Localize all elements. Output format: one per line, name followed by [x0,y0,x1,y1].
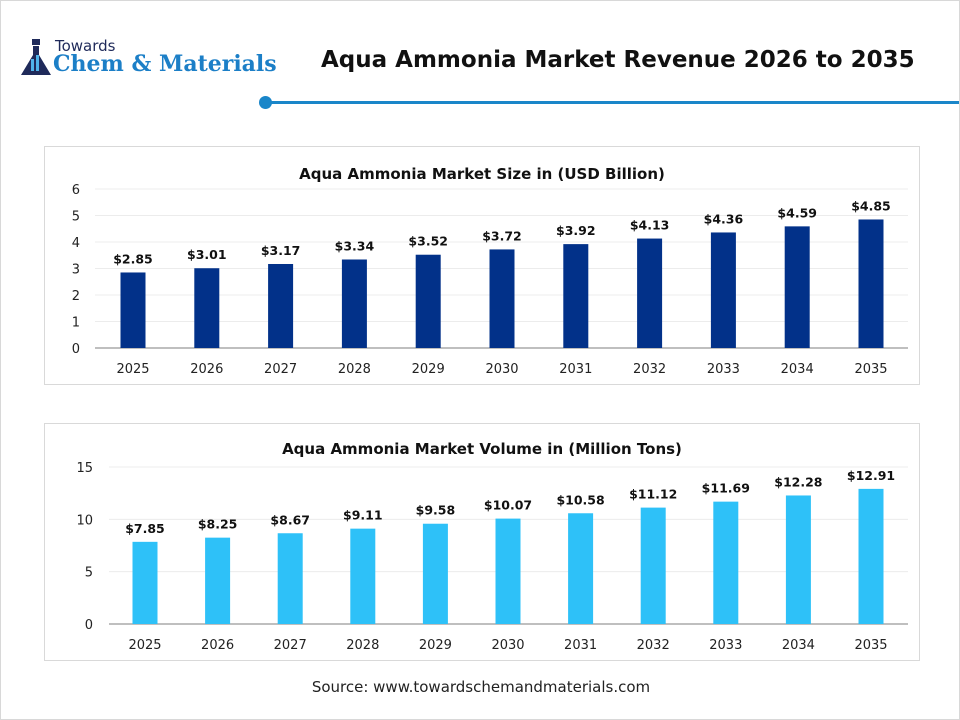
x-tick-label: 2027 [264,362,297,377]
source-text: Source: www.towardschemandmaterials.com [311,678,651,696]
y-tick-label: 3 [72,263,80,278]
data-label: $10.58 [556,492,604,507]
bar [637,238,663,348]
data-label: $4.85 [851,198,891,213]
bar [563,244,589,348]
x-tick-label: 2025 [116,362,149,377]
x-tick-label: 2026 [190,362,223,377]
y-tick-label: 5 [85,566,93,581]
bar [422,523,448,624]
bar [120,272,146,348]
data-label: $3.17 [261,243,301,258]
data-label: $11.12 [629,487,677,502]
data-label: $3.52 [408,234,448,249]
logo-text-main: Chem & Materials [53,51,277,77]
bar [341,259,367,348]
x-tick-label: 2027 [274,638,307,653]
chart-market-size: Aqua Ammonia Market Size in (USD Billion… [72,165,908,377]
chart-title: Aqua Ammonia Market Size in (USD Billion… [299,165,665,183]
data-label: $12.91 [847,468,895,483]
y-tick-label: 0 [85,618,93,633]
bar [415,254,441,348]
data-label: $2.85 [113,251,153,266]
bar [858,488,884,624]
data-label: $11.69 [702,481,750,496]
flask-icon [21,39,51,75]
x-tick-label: 2025 [128,638,161,653]
bar [858,219,884,348]
chart-panel-size: Aqua Ammonia Market Size in (USD Billion… [44,146,920,385]
data-label: $4.13 [630,218,670,233]
y-tick-label: 0 [72,342,80,357]
data-label: $9.58 [416,503,456,518]
bar [710,232,736,348]
logo-text-top: Towards [55,37,116,55]
bar [277,533,303,624]
data-label: $7.85 [125,521,165,536]
x-tick-label: 2030 [485,362,518,377]
x-tick-label: 2028 [338,362,371,377]
chart-market-volume: Aqua Ammonia Market Volume in (Million T… [76,440,908,653]
bar [640,507,666,624]
x-tick-label: 2028 [346,638,379,653]
x-tick-label: 2035 [854,638,887,653]
bar [713,501,739,624]
chart-panel-volume: Aqua Ammonia Market Volume in (Million T… [44,423,920,661]
data-label: $12.28 [774,474,822,489]
data-label: $3.34 [335,238,375,253]
bar [495,518,521,624]
bar [205,537,231,624]
x-tick-label: 2033 [707,362,740,377]
y-tick-label: 5 [72,210,80,225]
y-tick-label: 2 [72,289,80,304]
page-title: Aqua Ammonia Market Revenue 2026 to 2035 [321,47,915,73]
bar [350,528,376,624]
x-tick-label: 2029 [412,362,445,377]
x-tick-label: 2026 [201,638,234,653]
y-tick-label: 1 [72,316,80,331]
x-tick-label: 2029 [419,638,452,653]
bar [132,541,158,624]
data-label: $10.07 [484,498,532,513]
x-tick-label: 2032 [633,362,666,377]
data-label: $9.11 [343,508,383,523]
bar [785,495,811,624]
y-tick-label: 6 [72,183,80,198]
x-tick-label: 2031 [559,362,592,377]
x-tick-label: 2034 [782,638,815,653]
data-label: $8.25 [198,517,238,532]
y-tick-label: 10 [76,513,93,528]
data-label: $4.36 [704,211,744,226]
divider-line [265,101,959,104]
bar [194,268,220,348]
y-tick-label: 4 [72,236,80,251]
x-tick-label: 2033 [709,638,742,653]
data-label: $3.92 [556,223,596,238]
x-tick-label: 2032 [637,638,670,653]
x-tick-label: 2030 [491,638,524,653]
data-label: $8.67 [270,512,310,527]
bar [784,226,810,348]
data-label: $3.72 [482,228,522,243]
x-tick-label: 2031 [564,638,597,653]
bar [489,249,515,348]
bar [268,263,294,348]
x-tick-label: 2034 [781,362,814,377]
data-label: $4.59 [777,205,817,220]
chart-title: Aqua Ammonia Market Volume in (Million T… [282,440,682,458]
bar [568,513,594,624]
x-tick-label: 2035 [854,362,887,377]
data-label: $3.01 [187,247,227,262]
y-tick-label: 15 [76,461,93,476]
